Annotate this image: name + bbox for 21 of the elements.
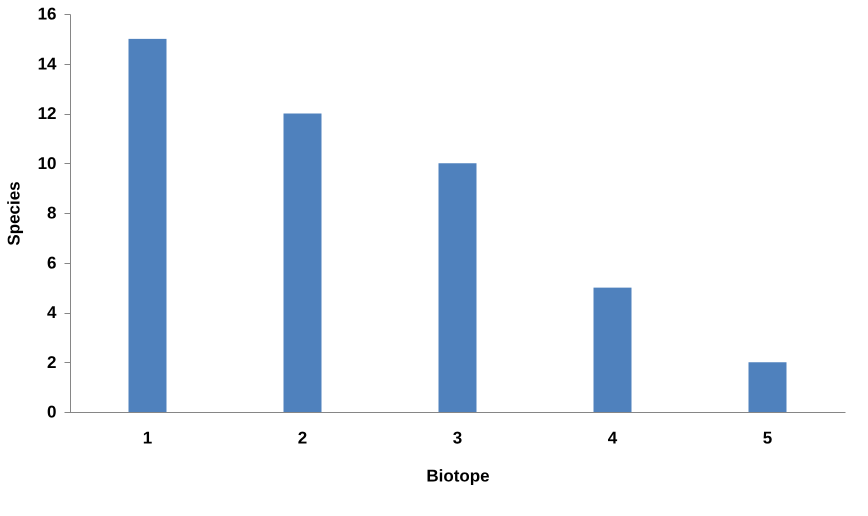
y-axis-title: Species: [4, 181, 24, 246]
x-tick-label: 1: [142, 428, 152, 448]
y-tick-label: 16: [38, 4, 56, 24]
y-tick-label: 10: [38, 154, 56, 173]
y-tick-label: 6: [47, 253, 56, 272]
bar: [438, 163, 476, 412]
y-tick-label: 8: [47, 204, 56, 222]
bar: [284, 114, 322, 412]
y-tick-label: 12: [38, 104, 56, 123]
x-tick-label: 5: [762, 428, 772, 448]
y-tick-label: 2: [47, 352, 56, 372]
y-tick-label: 0: [47, 402, 56, 422]
bar: [594, 288, 632, 412]
bar: [748, 362, 786, 412]
x-tick-label: 3: [452, 428, 462, 448]
bar: [128, 38, 166, 412]
y-tick-label: 14: [38, 54, 58, 74]
x-tick-label: 2: [298, 428, 308, 448]
y-tick-label: 4: [47, 303, 58, 322]
x-tick-label: 4: [608, 428, 618, 448]
x-axis-title: Biotope: [426, 466, 490, 486]
